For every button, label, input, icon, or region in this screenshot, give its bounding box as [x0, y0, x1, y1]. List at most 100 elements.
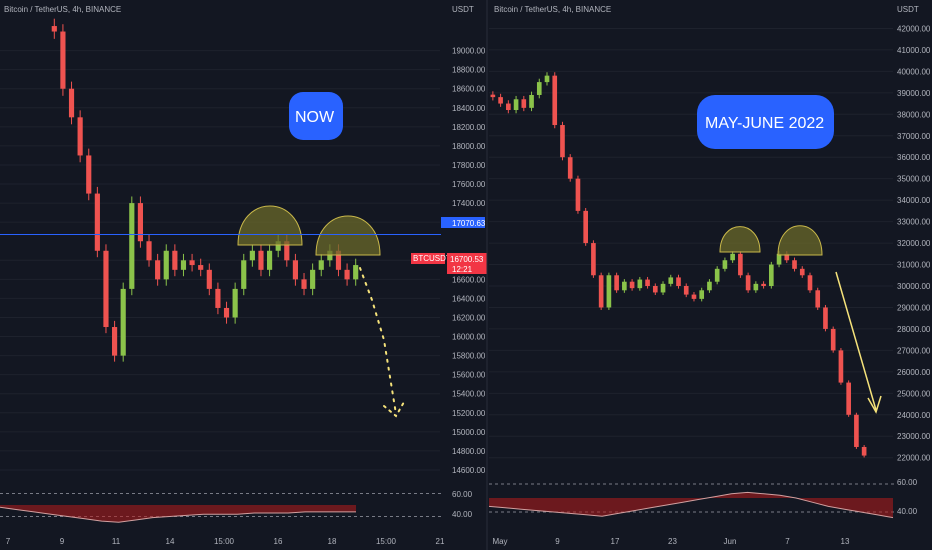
right-double-top-pattern — [719, 225, 823, 256]
left-rsi-tick-60: 60.00 — [452, 490, 473, 499]
right-candle-body — [645, 279, 650, 286]
right-price-axis[interactable]: 42000.00 41000.00 40000.00 39000.00 38000.00… — [897, 24, 931, 462]
right-candle-body — [714, 268, 720, 282]
left-price-tick: 19000.00 — [452, 47, 486, 56]
left-candle-body — [353, 265, 359, 280]
left-price-axis[interactable]: 19000.00 18800.00 18600.00 18400.00 18200.00… — [452, 47, 486, 475]
right-rsi-line — [488, 491, 894, 519]
right-callout: MAY-JUNE 2022 — [697, 95, 834, 149]
left-countdown-text: 12:21 — [452, 265, 473, 274]
left-price-tick: 14800.00 — [452, 447, 486, 456]
right-price-tick: 36000.00 — [897, 153, 931, 162]
left-rsi-fill — [0, 505, 356, 523]
right-candle-body — [490, 94, 496, 98]
right-price-tick: 38000.00 — [897, 110, 931, 119]
left-last-price-bg — [447, 253, 487, 274]
left-candle-body — [189, 260, 195, 266]
left-price-tick: 16600.00 — [452, 275, 486, 284]
left-callout-bubble — [289, 92, 343, 140]
left-callout: NOW — [289, 92, 343, 140]
right-candle-body — [614, 275, 619, 291]
left-time-tick: 15:00 — [376, 537, 397, 546]
right-callout-bubble — [697, 95, 834, 149]
right-price-tick: 24000.00 — [897, 411, 931, 420]
left-candle-body — [60, 31, 66, 89]
right-candle-body — [552, 75, 558, 126]
right-candle-body — [529, 94, 534, 108]
right-time-tick: 9 — [555, 537, 560, 546]
left-candle-body — [258, 250, 264, 270]
right-candle-body — [498, 97, 503, 104]
right-price-tick: 27000.00 — [897, 346, 931, 355]
right-candle-body — [846, 382, 851, 415]
right-price-tick: 31000.00 — [897, 261, 931, 270]
right-price-tick: 32000.00 — [897, 239, 931, 248]
right-currency-label: USDT — [897, 5, 919, 14]
right-candle-body — [660, 283, 666, 293]
left-candle-body — [163, 250, 169, 280]
left-time-tick: 18 — [328, 537, 337, 546]
left-price-tick: 18400.00 — [452, 104, 486, 113]
left-time-axis[interactable]: 7 9 11 14 15:00 16 18 15:00 21 — [6, 537, 445, 546]
right-candle-body — [575, 178, 581, 211]
right-chart-pane[interactable]: Bitcoin / TetherUS, 4h, BINANCE USDT 420… — [488, 5, 931, 546]
right-candle-body — [784, 253, 790, 261]
left-candle-body — [172, 250, 178, 270]
left-chart-pane[interactable]: Bitcoin / TetherUS, 4h, BINANCE USDT 190… — [0, 5, 487, 546]
left-price-tick: 16000.00 — [452, 333, 486, 342]
right-candle-body — [815, 290, 821, 308]
right-candle-body — [776, 253, 782, 265]
right-candle-body — [807, 275, 813, 291]
left-candle-body — [335, 250, 342, 270]
left-time-tick: 15:00 — [214, 537, 235, 546]
left-candle-body — [146, 241, 152, 261]
right-callout-text: MAY-JUNE 2022 — [705, 115, 824, 132]
left-price-tick: 15200.00 — [452, 409, 486, 418]
right-price-tick: 33000.00 — [897, 218, 931, 227]
right-candle-body — [567, 157, 573, 179]
left-top-shape — [315, 215, 381, 256]
right-projection-arrowhead — [867, 395, 882, 414]
right-price-tick: 42000.00 — [897, 24, 931, 33]
left-candles — [51, 18, 359, 362]
left-price-tick: 18200.00 — [452, 123, 486, 132]
right-price-tick: 25000.00 — [897, 389, 931, 398]
left-candle-body — [232, 288, 238, 318]
right-candle-body — [560, 125, 565, 158]
right-time-tick: Jun — [724, 537, 737, 546]
right-candle-body — [637, 279, 643, 289]
right-candle-body — [598, 275, 604, 308]
left-candle-body — [215, 288, 221, 308]
right-candle-body — [652, 286, 658, 293]
left-candle-body — [284, 241, 290, 261]
right-candle-body — [668, 277, 674, 284]
left-level-tag-bg — [441, 217, 485, 228]
right-candle-body — [761, 283, 766, 286]
right-candle-body — [513, 99, 519, 110]
left-rsi-tick-40: 40.00 — [452, 510, 473, 519]
left-price-tick: 17400.00 — [452, 199, 486, 208]
left-symbol-tag-text: BTCUSDT — [413, 254, 451, 263]
right-candle-body — [792, 260, 797, 269]
right-candle-body — [753, 283, 759, 291]
right-pane-title: Bitcoin / TetherUS, 4h, BINANCE — [494, 5, 611, 14]
right-time-axis[interactable]: May 9 17 23 Jun 7 13 — [492, 537, 850, 546]
left-candle-body — [180, 260, 187, 270]
right-candle-body — [799, 268, 805, 276]
left-pane-title: Bitcoin / TetherUS, 4h, BINANCE — [4, 5, 121, 14]
right-price-tick: 30000.00 — [897, 282, 931, 291]
left-price-tick: 18000.00 — [452, 142, 486, 151]
right-candle-body — [707, 281, 712, 291]
right-candle-body — [622, 281, 627, 291]
right-candle-body — [738, 253, 743, 276]
right-price-tick: 26000.00 — [897, 368, 931, 377]
right-time-tick: 13 — [841, 537, 850, 546]
right-grid — [489, 27, 893, 459]
right-projection-arrow — [835, 271, 877, 411]
right-candle-body — [768, 264, 774, 286]
left-price-tick: 15800.00 — [452, 352, 486, 361]
right-candle-body — [506, 103, 511, 110]
left-time-tick: 21 — [436, 537, 445, 546]
right-price-tick: 23000.00 — [897, 432, 931, 441]
